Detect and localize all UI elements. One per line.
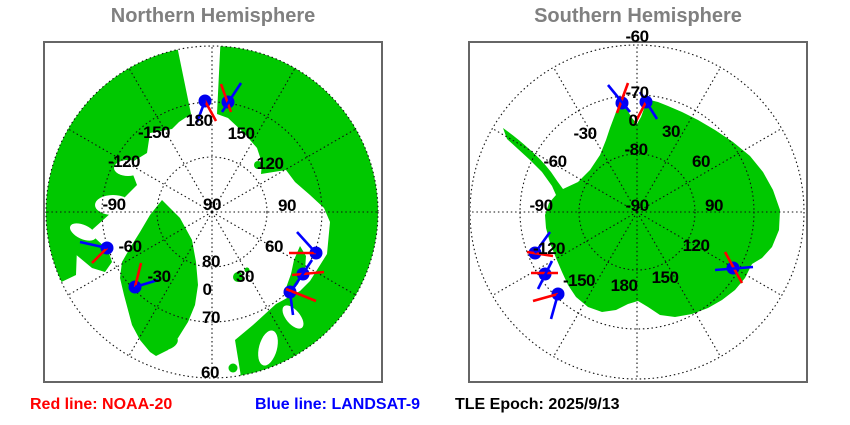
south-markers [526, 82, 754, 320]
severnaya-zemlya [254, 161, 262, 169]
noaa20-track-line [203, 100, 218, 122]
satellite-marker [531, 260, 558, 290]
satellite-marker [289, 231, 323, 260]
meridian-line [211, 128, 357, 213]
novaya-zemlya [286, 246, 306, 294]
hudson-strait [69, 223, 97, 241]
new-siberian-islands [259, 125, 265, 131]
satellite-marker [714, 251, 754, 284]
antarctic-island [494, 92, 500, 98]
south-panel-title: Southern Hemisphere [534, 5, 742, 27]
latitude-ring [469, 44, 805, 380]
latitude-ring [45, 45, 379, 379]
greenland-landmass [120, 200, 198, 356]
noaa20-track-line [91, 247, 108, 264]
satellite-marker [79, 240, 114, 264]
landsat9-track-line [714, 265, 754, 272]
tle-epoch-text: TLE Epoch: 2025/9/13 [455, 396, 620, 413]
satellite-marker [219, 82, 243, 113]
landsat9-track-line [606, 84, 632, 113]
antarctica-landmass [503, 100, 780, 317]
south-graticule [469, 44, 805, 380]
south-landmasses [494, 92, 780, 317]
satellite-marker [291, 259, 325, 288]
baffin-island [62, 230, 112, 272]
satellite-marker [283, 285, 317, 316]
meridian-line [67, 211, 213, 296]
gulf-of-bothnia [258, 330, 278, 366]
landsat9-track-line [549, 293, 560, 320]
noaa20-track-line [285, 287, 317, 303]
landsat9-track-line [536, 260, 554, 290]
meridian-line [211, 67, 296, 213]
eurasia-landmass [217, 46, 378, 378]
north-graticule [45, 45, 379, 379]
noaa20-track-line [633, 101, 648, 124]
white-sea [282, 305, 304, 329]
meridian-line [67, 128, 213, 213]
arctic-channel-2 [114, 160, 142, 176]
landsat9-track-line [220, 82, 243, 113]
landsat9-track-line [533, 231, 552, 254]
svalbard [233, 272, 243, 282]
iceland [152, 333, 178, 351]
landsat9-track-line [638, 91, 659, 120]
satellite-marker [195, 94, 218, 123]
legend-noaa20: Red line: NOAA-20 [30, 396, 173, 413]
noaa20-track-line [532, 292, 559, 303]
north-panel-title: Northern Hemisphere [110, 5, 316, 27]
satellite-marker [532, 287, 565, 320]
meridian-line [128, 211, 213, 357]
satellite-marker [606, 82, 632, 114]
north-landmasses [46, 46, 378, 378]
landsat9-track-line [288, 291, 295, 316]
landsat9-track-line [292, 259, 314, 288]
arctic-channel-1 [95, 195, 131, 215]
meridian-line [128, 67, 213, 213]
satellite-marker [128, 262, 159, 294]
noaa20-track-line [133, 262, 143, 288]
meridian-line [211, 211, 296, 357]
north-panel-border [43, 41, 383, 383]
landsat9-track-line [296, 231, 317, 254]
landsat9-track-line [195, 100, 207, 123]
svalbard-2 [244, 267, 250, 273]
latitude-ring [156, 156, 268, 268]
landsat9-track-line [134, 278, 159, 289]
latitude-ring [578, 153, 696, 271]
meridian-line [211, 211, 357, 296]
north-markers [79, 82, 325, 316]
landsat9-track-line [79, 240, 108, 250]
noaa20-track-line [219, 83, 233, 113]
satellite-marker [526, 231, 554, 260]
noaa20-track-line [615, 82, 630, 114]
british-isles [228, 363, 238, 373]
south-panel-border [468, 41, 808, 383]
satellite-marker [633, 91, 659, 124]
latitude-ring [101, 101, 323, 323]
noaa20-track-line [526, 250, 554, 258]
noaa20-track-line [291, 270, 325, 277]
legend-landsat9: Blue line: LANDSAT-9 [255, 396, 421, 413]
